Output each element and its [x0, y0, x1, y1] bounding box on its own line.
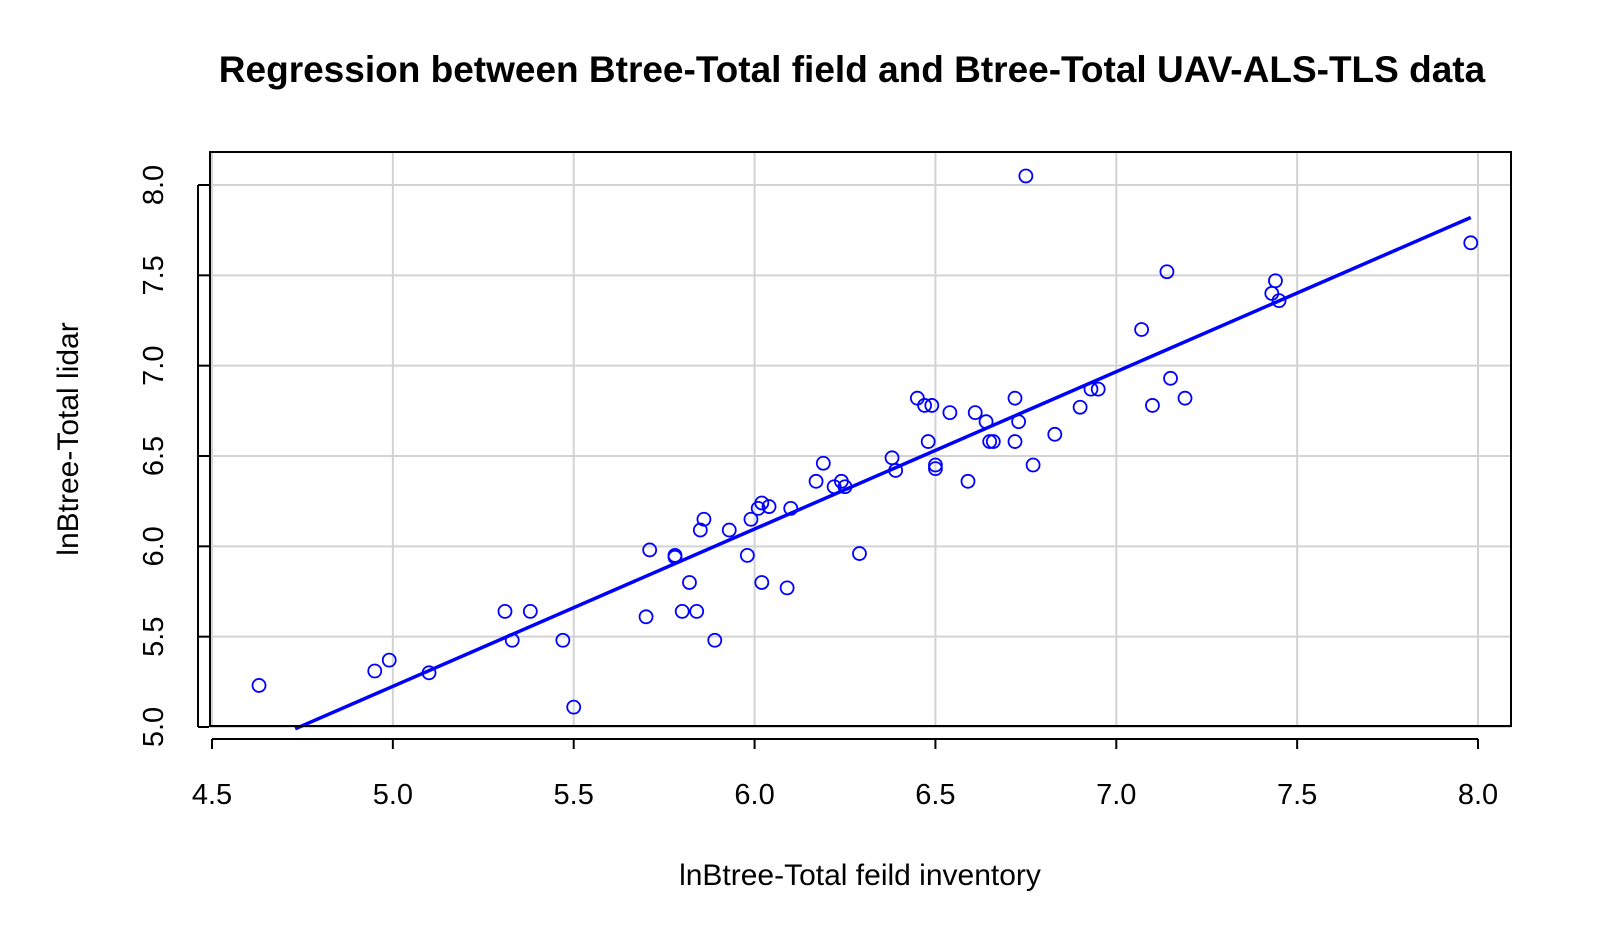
x-tick-label: 5.5 [554, 779, 594, 811]
data-point [504, 632, 520, 648]
y-tick-label: 7.0 [138, 346, 170, 386]
grid-lines [210, 152, 1511, 728]
y-tick-label: 5.0 [138, 707, 170, 747]
data-point [1090, 381, 1106, 397]
data-point [1463, 235, 1479, 251]
plot-frame [209, 151, 1512, 727]
data-point [522, 603, 538, 619]
data-point [837, 479, 853, 495]
data-point [555, 632, 571, 648]
data-point [928, 457, 943, 473]
data-point [674, 603, 690, 619]
data-point [815, 455, 831, 471]
data-point [960, 473, 976, 489]
data-point [689, 603, 705, 619]
data-point [1159, 264, 1175, 280]
data-point [421, 665, 437, 681]
data-point [924, 398, 940, 413]
data-point [707, 632, 723, 648]
data-point [1072, 399, 1088, 415]
data-point [642, 542, 658, 558]
data-point [1025, 457, 1041, 473]
data-point [779, 580, 795, 596]
y-tick-label: 6.5 [138, 436, 170, 476]
data-points [251, 168, 1479, 715]
data-point [367, 663, 383, 679]
data-point [808, 473, 824, 489]
data-point [1268, 273, 1283, 289]
data-point [1134, 322, 1150, 337]
data-point [982, 434, 998, 449]
data-point [1083, 381, 1099, 397]
data-point [696, 511, 712, 527]
data-point [920, 434, 936, 449]
chart-title: Regression between Btree-Total field and… [219, 49, 1486, 90]
y-axis-label: lnBtree-Total lidar [52, 322, 85, 555]
x-axis: 4.5 5.0 5.5 6.0 6.5 7.0 7.5 8.0 [192, 738, 1498, 811]
data-point [638, 609, 654, 625]
data-point [1018, 168, 1034, 184]
data-point [1271, 293, 1287, 309]
regression-line-layer [294, 215, 1472, 731]
y-tick-label: 7.5 [138, 255, 170, 295]
data-point [942, 405, 958, 421]
data-point [566, 699, 582, 715]
data-point [1177, 390, 1193, 406]
x-tick-label: 5.0 [373, 779, 413, 811]
y-tick-label: 5.5 [138, 617, 170, 657]
x-tick-label: 6.5 [915, 779, 955, 811]
data-point [497, 603, 513, 619]
y-tick-label: 8.0 [138, 165, 170, 205]
x-tick-label: 7.5 [1277, 779, 1317, 811]
data-point [928, 461, 943, 477]
data-point [667, 549, 683, 565]
data-point [739, 547, 755, 563]
x-tick-label: 4.5 [192, 779, 232, 811]
x-tick-label: 6.0 [734, 779, 774, 811]
data-point [1163, 370, 1178, 386]
x-tick-label: 8.0 [1458, 779, 1498, 811]
data-point [1007, 434, 1023, 449]
data-point [682, 575, 697, 590]
data-point [783, 500, 799, 516]
regression-line [294, 215, 1472, 731]
data-point [1145, 398, 1160, 413]
data-point [967, 405, 983, 421]
data-point [761, 499, 777, 514]
data-point [917, 398, 932, 413]
data-point [743, 511, 759, 527]
data-point [381, 652, 397, 668]
x-axis-label: lnBtree-Total feild inventory [679, 859, 1041, 892]
data-point [1011, 414, 1027, 430]
data-point [852, 546, 867, 561]
data-point [1007, 390, 1023, 406]
data-point [1047, 426, 1063, 442]
data-point [721, 522, 737, 538]
y-tick-label: 6.0 [138, 526, 170, 566]
x-tick-label: 7.0 [1096, 779, 1136, 811]
data-point [754, 495, 770, 511]
data-point [754, 575, 770, 590]
y-axis: 5.0 5.5 6.0 6.5 7.0 7.5 8.0 [138, 165, 209, 747]
data-point [985, 434, 1001, 449]
data-point [888, 463, 904, 478]
data-point [978, 414, 994, 430]
data-point [251, 678, 267, 693]
